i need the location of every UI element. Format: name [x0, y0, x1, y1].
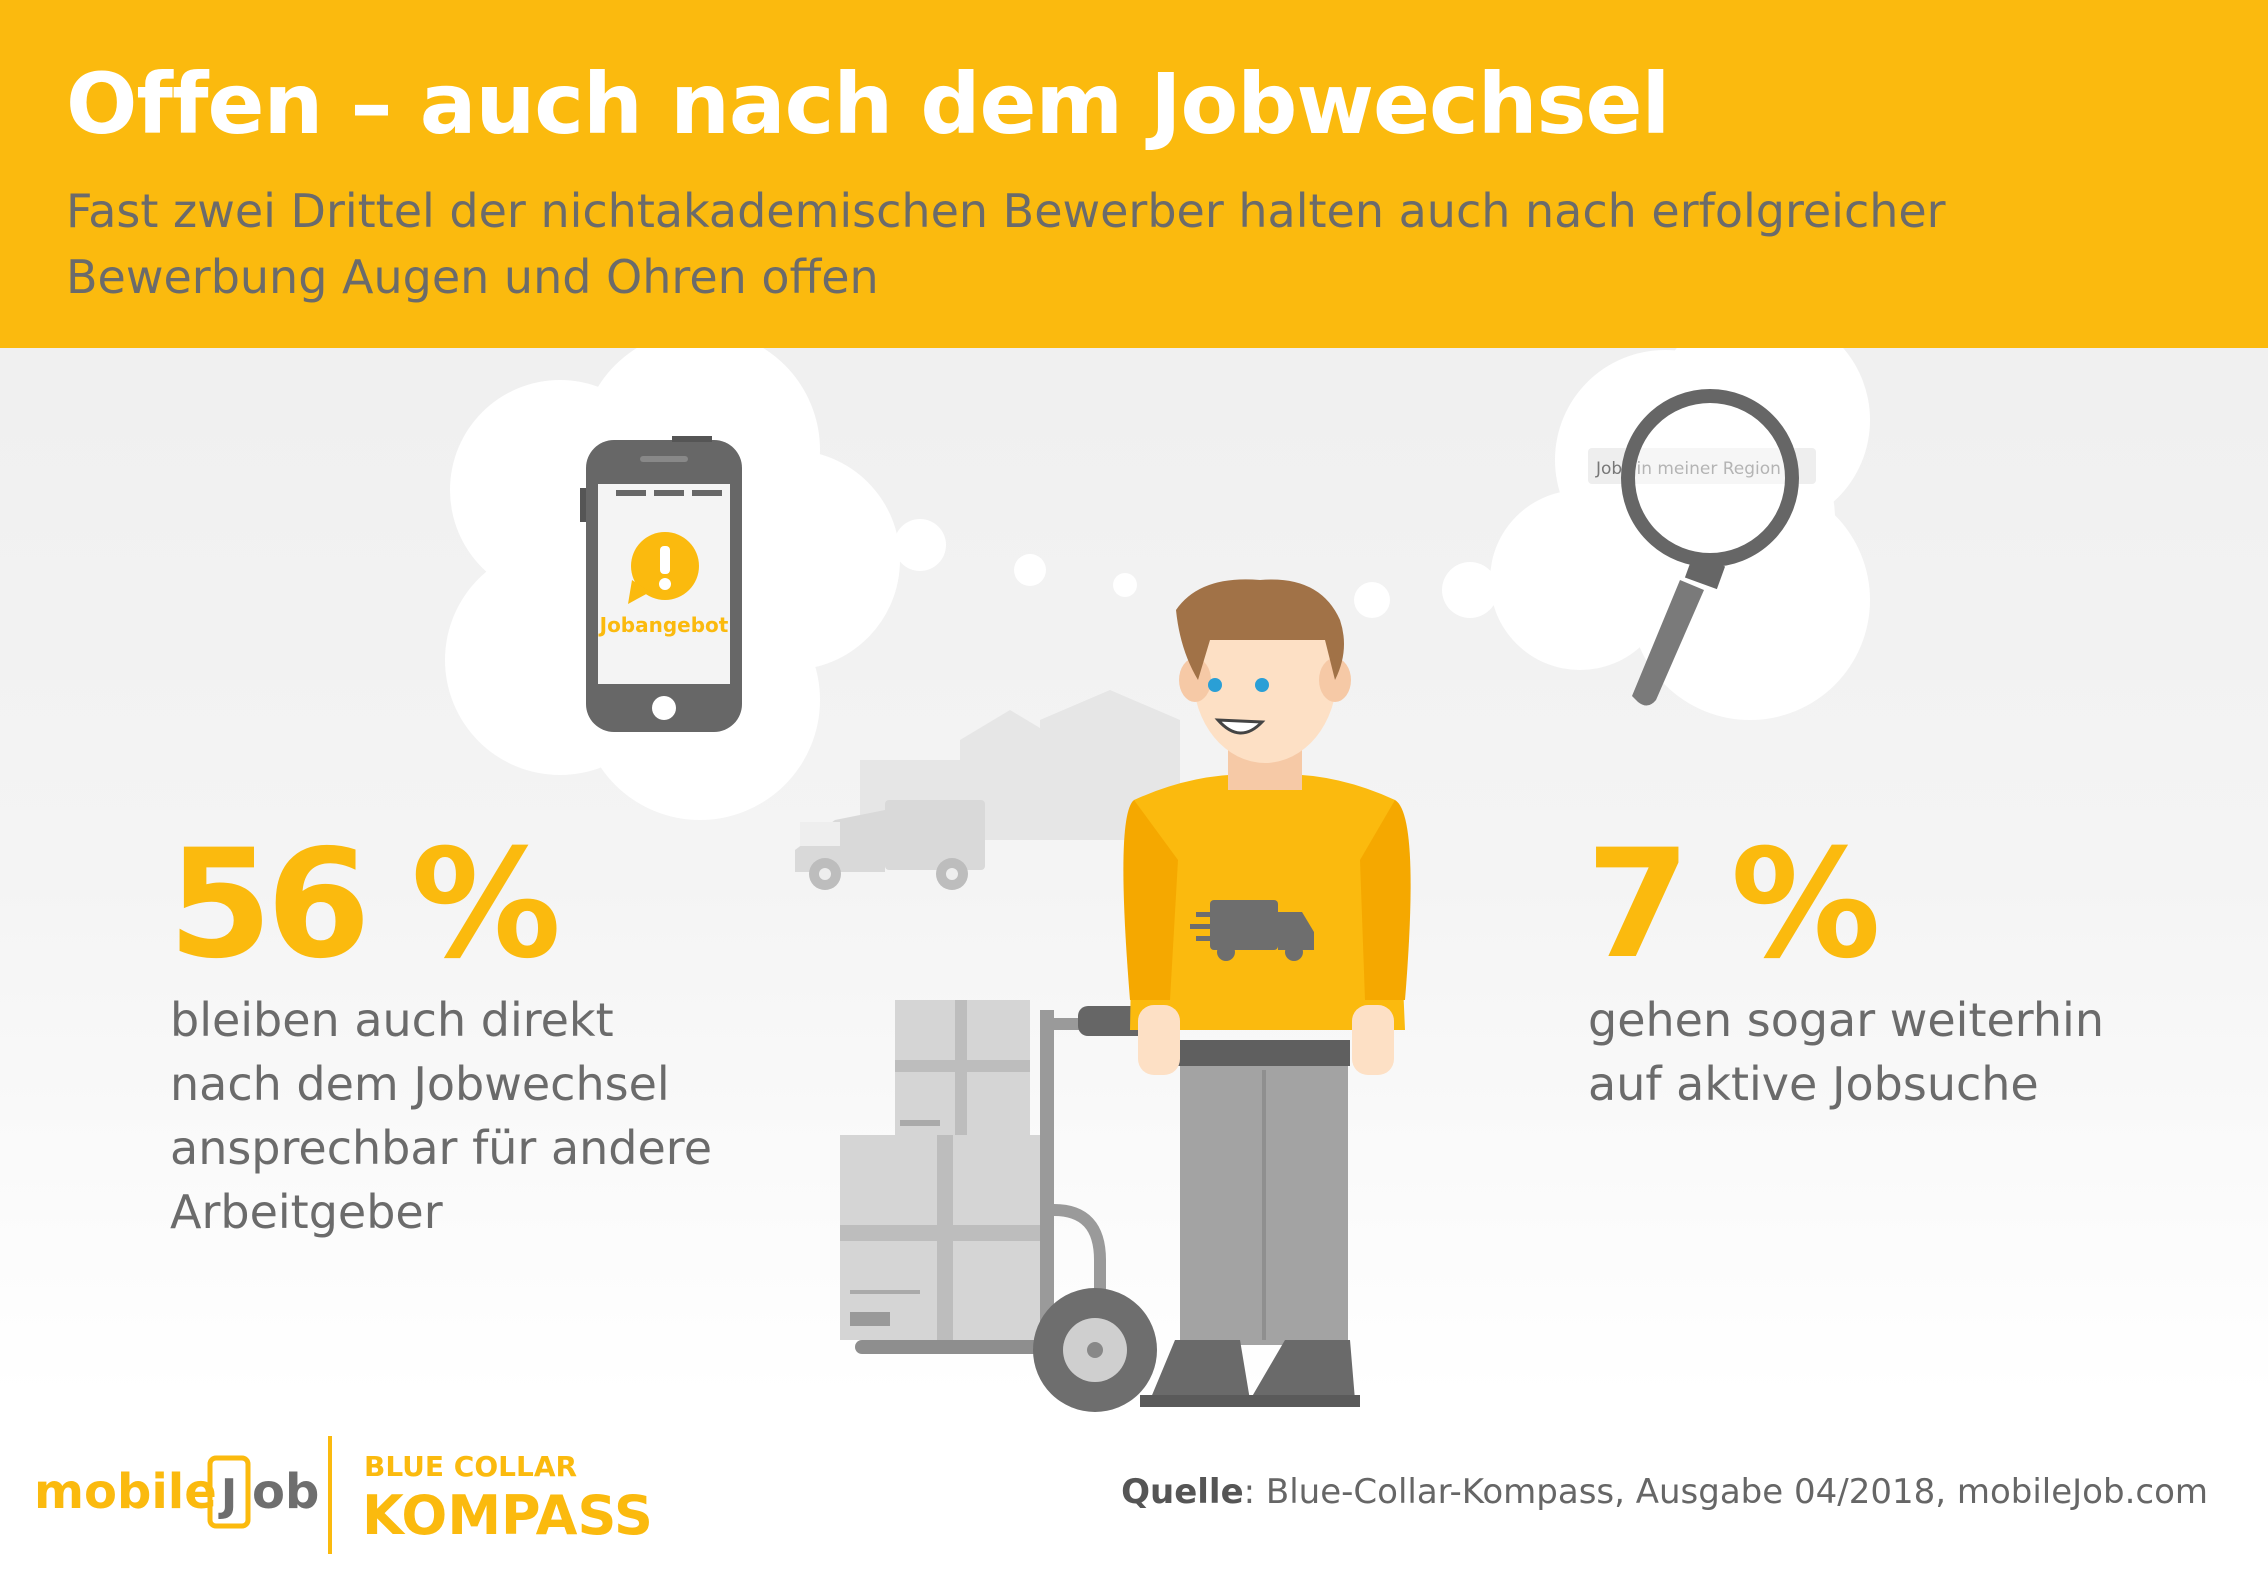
alert-bubble-icon: [628, 532, 699, 604]
background-truck-icon: [795, 800, 985, 890]
hand-truck: [855, 1006, 1162, 1412]
brand-j: J: [218, 1470, 237, 1521]
stat-text-56: bleiben auch direkt nach dem Jobwechsel …: [170, 993, 713, 1239]
illustration: Jobangebot Jobs in meiner Region: [445, 348, 1870, 1412]
mobilejob-logo: mobile J ob: [34, 1455, 319, 1529]
kompass-top: BLUE COLLAR: [364, 1450, 577, 1483]
source-text: : Blue-Collar-Kompass, Ausgabe 04/2018, …: [1243, 1472, 2208, 1512]
page-subtitle: Fast zwei Drittel der nichtakademischen …: [66, 184, 1946, 304]
footer-divider: [328, 1436, 332, 1554]
source-label: Quelle: [1121, 1472, 1244, 1512]
blue-collar-kompass-logo: BLUE COLLAR KOMPASS: [362, 1450, 653, 1547]
page-title: Offen – auch nach dem Jobwechsel: [66, 55, 1670, 153]
magnifier-icon: [1621, 389, 1799, 706]
stat-value-7: 7 %: [1586, 818, 1881, 992]
thought-cloud-right: [1354, 348, 1870, 720]
search-field-text: Jobs in meiner Region: [1595, 459, 1781, 479]
phone-icon: Jobangebot: [580, 436, 742, 732]
stat-value-56: 56 %: [168, 818, 561, 992]
box-stack: [840, 1000, 1050, 1340]
source-line: Quelle: Blue-Collar-Kompass, Ausgabe 04/…: [1121, 1472, 2208, 1512]
brand-ob: ob: [252, 1464, 319, 1520]
search-field: Jobs in meiner Region: [1588, 448, 1816, 484]
kompass-bottom: KOMPASS: [362, 1484, 653, 1547]
stat-text-7: gehen sogar weiterhin auf aktive Jobsuch…: [1588, 993, 2104, 1111]
footer-logos: mobile J ob BLUE COLLAR KOMPASS: [34, 1436, 653, 1554]
header-banner: Offen – auch nach dem Jobwechsel Fast zw…: [0, 0, 2268, 348]
phone-screen-label: Jobangebot: [598, 613, 729, 637]
shirt-truck-icon: [1190, 900, 1314, 961]
man-illustration: [1123, 579, 1411, 1407]
brand-mobile: mobile: [34, 1464, 217, 1520]
